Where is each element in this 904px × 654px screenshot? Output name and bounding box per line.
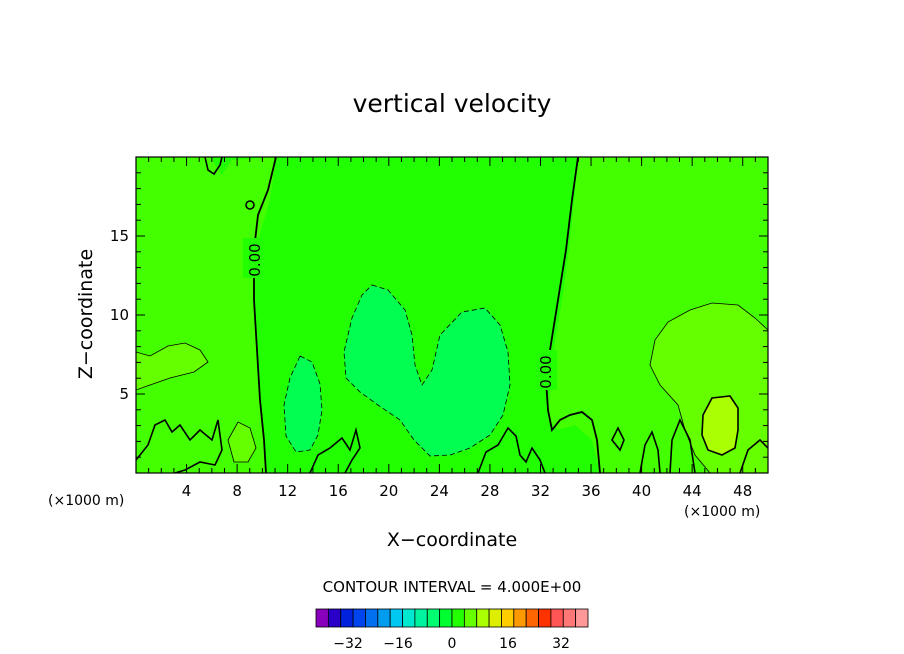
positive-band-left xyxy=(136,157,276,473)
colorbar-swatch xyxy=(488,608,502,628)
y-tick-label: 10 xyxy=(110,306,129,324)
colorbar-swatch xyxy=(426,608,441,628)
zero-contour-bottom-right4 xyxy=(739,438,768,473)
colorbar-swatch xyxy=(365,608,379,628)
colorbar-swatch xyxy=(389,608,403,628)
zero-contour-bottom-right1 xyxy=(611,426,625,452)
colorbar-swatch xyxy=(377,608,391,628)
y-axis-ticks: 5 10 15 xyxy=(110,156,768,474)
x-tick-label: 32 xyxy=(531,482,550,500)
colorbar-swatch xyxy=(451,608,465,628)
colorbar-swatch xyxy=(315,608,329,628)
x-unit-right: (×1000 m) xyxy=(684,504,760,520)
x-tick-label: 4 xyxy=(182,482,192,500)
zero-contour-right xyxy=(545,157,601,473)
x-unit-left: (×1000 m) xyxy=(48,493,124,509)
colorbar-swatch xyxy=(402,608,416,628)
colorbar-swatch xyxy=(525,608,539,628)
colorbar-tick-label: 0 xyxy=(448,636,457,652)
x-axis-ticks: 4 8 12 16 20 24 28 32 36 40 44 48 xyxy=(135,157,769,500)
y-tick-label: 15 xyxy=(110,227,129,245)
zero-contour-bottom-right3 xyxy=(669,418,696,473)
zero-contour-bottom-left xyxy=(136,418,223,473)
colorbar-swatch xyxy=(575,608,589,628)
positive-region-left xyxy=(136,342,209,391)
colorbar-swatch xyxy=(414,608,428,628)
contour-label-left: 0.00 xyxy=(246,243,264,276)
colorbar-ticks: −32 −16 0 16 32 xyxy=(333,636,570,652)
x-tick-label: 36 xyxy=(581,482,600,500)
colorbar-swatch xyxy=(513,608,527,628)
x-tick-label: 28 xyxy=(480,482,499,500)
positive-core-right xyxy=(701,395,739,456)
x-tick-label: 48 xyxy=(733,482,752,500)
colorbar-swatch xyxy=(327,608,342,628)
colorbar-tick-label: 16 xyxy=(499,636,517,652)
zero-contour-bottom-center xyxy=(477,426,546,473)
zero-contour-bottom-right2 xyxy=(639,429,661,473)
colorbar-swatch xyxy=(439,608,453,628)
x-tick-label: 12 xyxy=(278,482,297,500)
colorbar-swatch xyxy=(501,608,515,628)
positive-blob-left xyxy=(227,421,257,463)
contour-label-right: 0.00 xyxy=(537,355,555,388)
x-tick-label: 16 xyxy=(329,482,348,500)
colorbar-swatch xyxy=(562,608,577,628)
x-axis-label: X−coordinate xyxy=(387,529,517,551)
colorbar-tick-label: −32 xyxy=(333,636,363,652)
negative-lobe-left xyxy=(283,355,323,453)
x-tick-label: 44 xyxy=(683,482,702,500)
x-tick-label: 20 xyxy=(379,482,398,500)
x-tick-label: 40 xyxy=(632,482,651,500)
zero-contour-bottom-mid xyxy=(309,426,361,473)
x-tick-label: 24 xyxy=(430,482,449,500)
x-tick-label: 8 xyxy=(232,482,242,500)
zero-contour-top-left xyxy=(204,157,223,176)
y-axis-label: Z−coordinate xyxy=(75,249,97,379)
colorbar xyxy=(315,608,589,628)
colorbar-swatch xyxy=(352,608,366,628)
colorbar-swatch xyxy=(538,608,552,628)
colorbar-swatch xyxy=(476,608,490,628)
colorbar-swatch xyxy=(550,608,564,628)
zero-contour-island xyxy=(245,200,255,210)
colorbar-tick-label: −16 xyxy=(383,636,413,652)
zero-contour-left xyxy=(253,157,277,473)
chart-title: vertical velocity xyxy=(353,89,552,118)
contour-field: 0.00 0.00 xyxy=(136,157,768,473)
colorbar-swatch xyxy=(340,608,354,628)
y-tick-label: 5 xyxy=(119,385,129,403)
contour-interval-text: CONTOUR INTERVAL = 4.000E+00 xyxy=(323,578,582,596)
negative-lobe-center xyxy=(343,284,511,457)
colorbar-swatch xyxy=(463,608,478,628)
colorbar-tick-label: 32 xyxy=(552,636,570,652)
